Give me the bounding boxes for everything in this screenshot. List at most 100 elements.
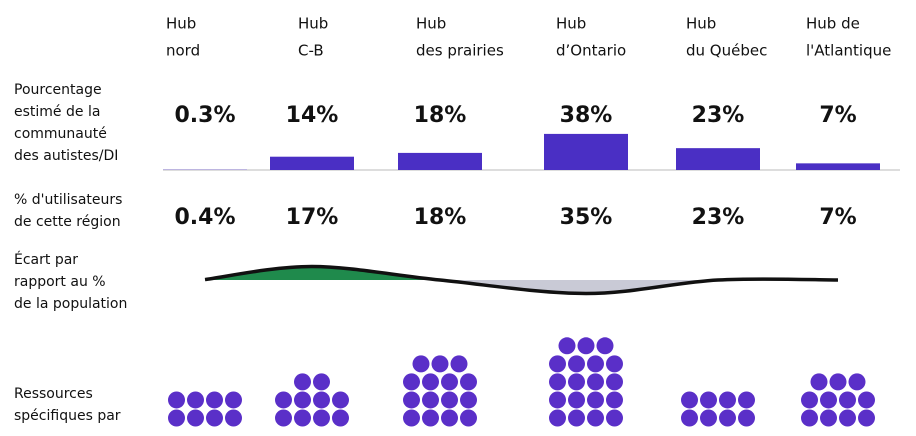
row-label: rapport au % — [14, 274, 106, 290]
resource-dot — [294, 391, 311, 409]
resource-dot — [206, 409, 223, 427]
percent-value: 38% — [560, 103, 613, 128]
resource-dot — [275, 409, 292, 427]
row-label: spécifiques par — [14, 408, 121, 424]
percent-value: 18% — [414, 103, 467, 128]
resource-dot — [549, 391, 566, 409]
resource-dot — [441, 409, 458, 427]
resource-dot — [549, 355, 566, 373]
resource-dot — [839, 391, 856, 409]
resource-dot — [206, 391, 223, 409]
resource-dot — [431, 355, 449, 373]
resource-dot — [412, 355, 430, 373]
resource-dot — [294, 409, 311, 427]
resource-dot — [848, 373, 866, 391]
resource-dot — [422, 409, 439, 427]
bar — [796, 163, 880, 170]
row-label: communauté — [14, 126, 107, 142]
hub-header: l'Atlantique — [806, 42, 891, 60]
hub-header: Hub — [556, 15, 586, 33]
bar — [544, 133, 628, 170]
resource-dot — [168, 391, 185, 409]
hub-header: C-B — [298, 42, 324, 60]
hub-header: Hub — [416, 15, 446, 33]
hub-header: d’Ontario — [556, 42, 626, 60]
resource-dot — [460, 373, 477, 391]
row-label: % d'utilisateurs — [14, 192, 122, 208]
bar — [676, 148, 760, 170]
row-label: de cette région — [14, 214, 121, 230]
resource-dot — [441, 391, 458, 409]
resource-dot — [294, 373, 311, 391]
percent-value: 35% — [560, 205, 613, 230]
resource-dot — [187, 391, 204, 409]
percent-value: 7% — [819, 205, 856, 230]
percent-value: 7% — [819, 103, 856, 128]
row-label: estimé de la — [14, 104, 100, 120]
resource-dot — [441, 373, 458, 391]
resource-dot — [606, 409, 623, 427]
hub-header: nord — [166, 42, 200, 60]
row-label: Écart par — [14, 251, 78, 268]
resource-dot — [275, 391, 292, 409]
bar — [270, 156, 354, 170]
resource-dot — [587, 355, 604, 373]
resource-dot — [829, 373, 847, 391]
resource-dot — [719, 391, 736, 409]
resource-dot — [587, 391, 604, 409]
resource-dot — [225, 391, 242, 409]
resource-dot — [700, 409, 717, 427]
gap-curve — [204, 264, 839, 296]
resource-dot — [450, 355, 468, 373]
resource-dot — [801, 391, 818, 409]
hub-header: Hub — [298, 15, 328, 33]
resource-dot — [858, 391, 875, 409]
resource-dot — [549, 373, 566, 391]
resource-dot — [313, 391, 330, 409]
resource-dot — [403, 373, 420, 391]
resource-dot — [568, 355, 585, 373]
resource-dot — [587, 373, 604, 391]
resource-dot — [606, 373, 623, 391]
percent-value: 23% — [692, 103, 745, 128]
resource-dot — [549, 409, 566, 427]
percent-value: 0.4% — [174, 205, 235, 230]
resource-dot — [820, 409, 837, 427]
resource-dot — [460, 409, 477, 427]
resource-dot — [596, 337, 614, 355]
row-label: des autistes/DI — [14, 148, 118, 164]
resource-dot — [568, 409, 585, 427]
resource-dot — [681, 391, 698, 409]
bar — [398, 152, 482, 170]
resource-dot — [460, 391, 477, 409]
row-label: Pourcentage — [14, 82, 102, 98]
gap-above — [205, 266, 838, 280]
resource-dot — [738, 409, 755, 427]
row-label: de la population — [14, 296, 127, 312]
resource-dot — [422, 391, 439, 409]
resource-dot — [820, 391, 837, 409]
percent-value: 18% — [414, 205, 467, 230]
resource-dot — [225, 409, 242, 427]
resource-dot — [332, 391, 349, 409]
resource-dot — [858, 409, 875, 427]
resource-dot — [332, 409, 349, 427]
percent-value: 0.3% — [174, 103, 235, 128]
resource-dot — [403, 391, 420, 409]
row-label: Ressources — [14, 386, 93, 402]
percent-value: 14% — [286, 103, 339, 128]
percent-value: 23% — [692, 205, 745, 230]
resource-dot — [568, 391, 585, 409]
hub-header: Hub — [686, 15, 716, 33]
hub-header: du Québec — [686, 42, 767, 60]
resource-dot — [681, 409, 698, 427]
resource-dot — [568, 373, 585, 391]
resource-dot — [719, 409, 736, 427]
percent-value: 17% — [286, 205, 339, 230]
resource-dot — [558, 337, 576, 355]
resource-dot — [810, 373, 828, 391]
hub-header: Hub — [166, 15, 196, 33]
resource-dot — [587, 409, 604, 427]
resource-dot — [606, 355, 623, 373]
